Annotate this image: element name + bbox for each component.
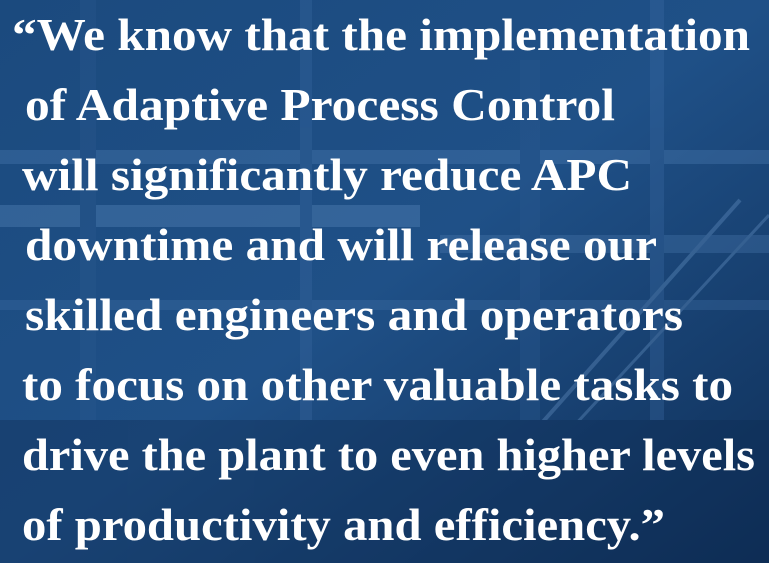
quote-line: downtime and will release our xyxy=(25,219,657,270)
page: “We know that the implementation of Adap… xyxy=(0,0,769,563)
quote-line: of productivity and efficiency.” xyxy=(22,499,665,550)
quote-line: to focus on other valuable tasks to xyxy=(22,359,733,410)
quote-line: will significantly reduce APC xyxy=(22,149,632,200)
quote-line: “We know that the implementation xyxy=(12,9,750,60)
quote-graphic: “We know that the implementation of Adap… xyxy=(0,0,769,563)
quote-line: of Adaptive Process Control xyxy=(25,79,615,130)
quote-line: drive the plant to even higher levels xyxy=(22,429,755,480)
quote-line: skilled engineers and operators xyxy=(25,289,683,340)
